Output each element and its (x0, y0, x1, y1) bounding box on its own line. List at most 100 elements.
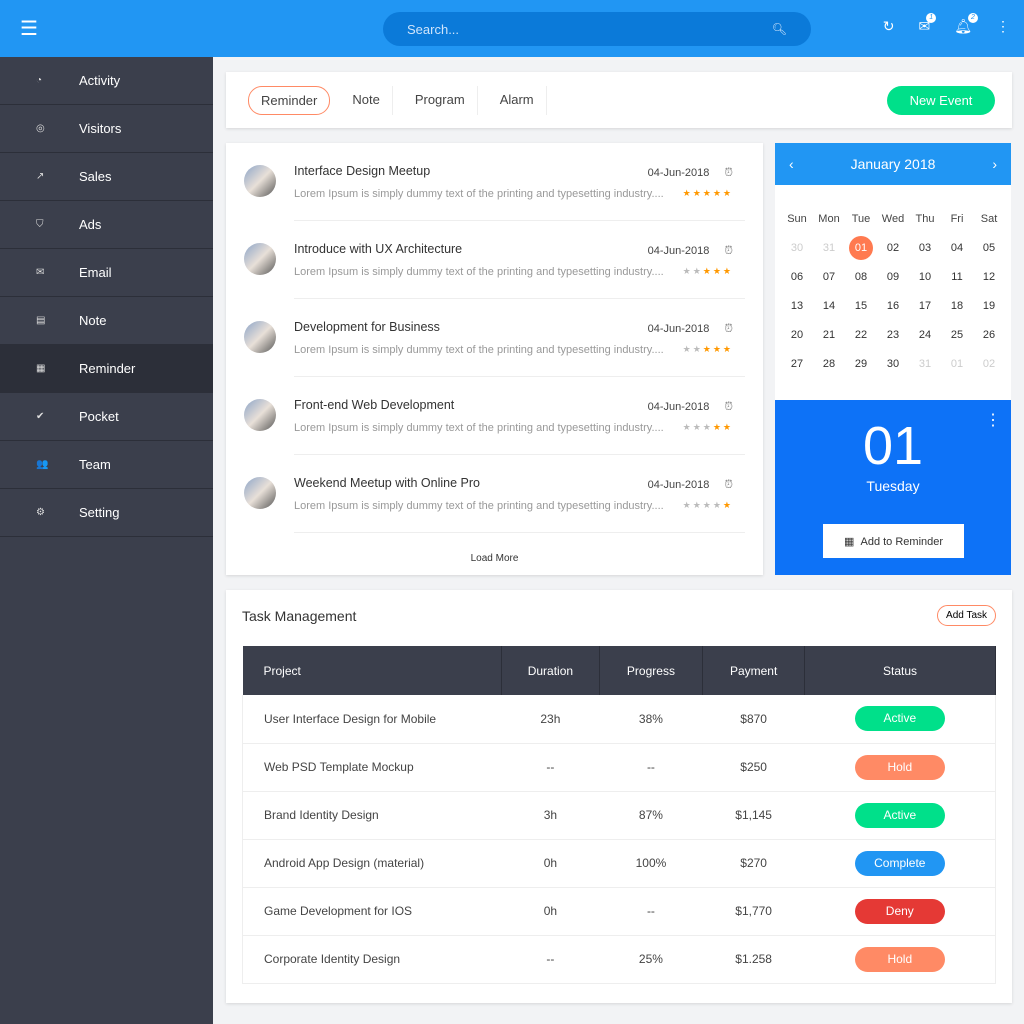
calendar-day[interactable]: 28 (813, 350, 845, 379)
sidebar: ◔ Activity ◎ Visitors ↗ Sales ⛉ Ads ✉ Email ▤ Note ▦… (0, 57, 213, 1024)
day-number: 05 (982, 242, 996, 254)
search-icon[interactable]: 🔍︎ (771, 22, 787, 36)
list-item[interactable]: Weekend Meetup with Online Pro Lorem Ipsu… (244, 455, 745, 533)
calendar-day[interactable]: 27 (781, 350, 813, 379)
calendar-day[interactable]: 29 (845, 350, 877, 379)
sidebar-item-reminder[interactable]: ▦ Reminder (0, 345, 213, 393)
day-number: 31 (918, 358, 932, 370)
calendar-day[interactable]: 13 (781, 292, 813, 321)
calendar-day[interactable]: 07 (813, 263, 845, 292)
event-meta: 04-Jun-2018 ⏰︎ ★★★★★ (648, 401, 733, 433)
sidebar-item-team[interactable]: 👥 Team (0, 441, 213, 489)
sidebar-item-pocket[interactable]: ✔ Pocket (0, 393, 213, 441)
calendar-day[interactable]: 20 (781, 321, 813, 350)
sidebar-item-email[interactable]: ✉ Email (0, 249, 213, 297)
table-row: Web PSD Template Mockup -- -- $250 Hold (242, 743, 996, 792)
calendar-day[interactable]: 24 (909, 321, 941, 350)
sidebar-item-note[interactable]: ▤ Note (0, 297, 213, 345)
sidebar-item-ads[interactable]: ⛉ Ads (0, 201, 213, 249)
weekday-header: Wed (881, 213, 905, 225)
calendar-day[interactable]: 31 (909, 350, 941, 379)
alarm-icon[interactable]: ⏰︎ (721, 245, 733, 257)
next-month-icon[interactable]: › (992, 156, 997, 172)
calendar-day[interactable]: 11 (941, 263, 973, 292)
calendar-day[interactable]: 16 (877, 292, 909, 321)
top-bar: ☰ 🔍︎ ↻ ✉1 🔔︎2 ⋮ (0, 0, 1024, 57)
calendar-day[interactable]: 09 (877, 263, 909, 292)
calendar-day[interactable]: 26 (973, 321, 1005, 350)
day-number: 30 (886, 358, 900, 370)
calendar-day[interactable]: 23 (877, 321, 909, 350)
cell-payment: $870 (702, 695, 805, 744)
tab-alarm[interactable]: Alarm (488, 85, 547, 115)
alarm-icon[interactable]: ⏰︎ (721, 479, 733, 491)
search-input[interactable] (407, 21, 772, 37)
calendar-day[interactable]: 05 (973, 234, 1005, 263)
tab-note[interactable]: Note (340, 85, 393, 115)
add-task-button[interactable]: Add Task (937, 605, 996, 626)
messages-icon[interactable]: ✉ 1 (918, 13, 937, 35)
sidebar-item-setting[interactable]: ⚙ Setting (0, 489, 213, 537)
cell-project: Game Development for IOS (242, 887, 502, 936)
cell-progress: 100% (599, 839, 703, 888)
list-item[interactable]: Interface Design Meetup Lorem Ipsum is si… (244, 143, 745, 221)
calendar-day[interactable]: 30 (781, 234, 813, 263)
calendar-day[interactable]: 01 (845, 234, 877, 263)
calendar-day[interactable]: 22 (845, 321, 877, 350)
calendar-day[interactable]: 02 (973, 350, 1005, 379)
table-row: Game Development for IOS 0h -- $1,770 Deny (242, 887, 996, 936)
event-description: Lorem Ipsum is simply dummy text of the … (294, 343, 664, 356)
list-item[interactable]: Introduce with UX Architecture Lorem Ipsu… (244, 221, 745, 299)
calendar-day[interactable]: 01 (941, 350, 973, 379)
calendar-day[interactable]: 21 (813, 321, 845, 350)
add-to-reminder-button[interactable]: ▦ Add to Reminder (823, 524, 964, 558)
sidebar-item-activity[interactable]: ◔ Activity (0, 57, 213, 105)
event-date: 04-Jun-2018 (647, 401, 710, 413)
calendar-day[interactable]: 04 (941, 234, 973, 263)
sidebar-item-label: Setting (79, 505, 120, 520)
prev-month-icon[interactable]: ‹ (789, 156, 794, 172)
day-number: 11 (951, 271, 963, 283)
cell-payment: $270 (702, 839, 805, 888)
calendar-day[interactable]: 08 (845, 263, 877, 292)
menu-icon[interactable]: ☰ (20, 18, 38, 40)
alarm-icon[interactable]: ⏰︎ (721, 401, 733, 413)
more-vert-icon[interactable]: ⋮ (985, 412, 1001, 429)
refresh-icon[interactable]: ↻ (882, 18, 895, 34)
day-number: 31 (822, 242, 836, 254)
calendar-day[interactable]: 25 (941, 321, 973, 350)
bell-icon[interactable]: 🔔︎ 2 (954, 13, 978, 35)
calendar-day[interactable]: 30 (877, 350, 909, 379)
calendar-day[interactable]: 06 (781, 263, 813, 292)
tab-reminder[interactable]: Reminder (248, 85, 331, 115)
calendar-day[interactable]: 14 (813, 292, 845, 321)
list-item[interactable]: Front-end Web Development Lorem Ipsum is … (244, 377, 745, 455)
cell-duration: 0h (501, 887, 600, 936)
day-number: 23 (886, 329, 900, 341)
cell-progress: -- (599, 887, 703, 936)
star-rating: ★★★★★ (648, 344, 733, 355)
sidebar-item-visitors[interactable]: ◎ Visitors (0, 105, 213, 153)
day-number: 02 (886, 242, 900, 254)
alarm-icon[interactable]: ⏰︎ (721, 323, 733, 335)
calendar-day[interactable]: 03 (909, 234, 941, 263)
calendar-day[interactable]: 31 (813, 234, 845, 263)
load-more-link[interactable]: Load More (470, 553, 519, 564)
calendar-day[interactable]: 19 (973, 292, 1005, 321)
star-icon: ★ (722, 344, 733, 354)
avatar (244, 399, 276, 431)
avatar (244, 243, 276, 275)
tab-program[interactable]: Program (403, 85, 478, 115)
calendar-day[interactable]: 12 (973, 263, 1005, 292)
calendar-day[interactable]: 17 (909, 292, 941, 321)
sidebar-item-sales[interactable]: ↗ Sales (0, 153, 213, 201)
list-item[interactable]: Development for Business Lorem Ipsum is s… (244, 299, 745, 377)
calendar-day[interactable]: 10 (909, 263, 941, 292)
calendar-day[interactable]: 18 (941, 292, 973, 321)
more-vert-icon[interactable]: ⋮ (996, 18, 1010, 34)
calendar-day[interactable]: 02 (877, 234, 909, 263)
calendar-day[interactable]: 15 (845, 292, 877, 321)
event-tabs: Reminder Note Program Alarm New Event (226, 72, 1012, 128)
alarm-icon[interactable]: ⏰︎ (721, 167, 733, 179)
new-event-button[interactable]: New Event (887, 86, 995, 115)
